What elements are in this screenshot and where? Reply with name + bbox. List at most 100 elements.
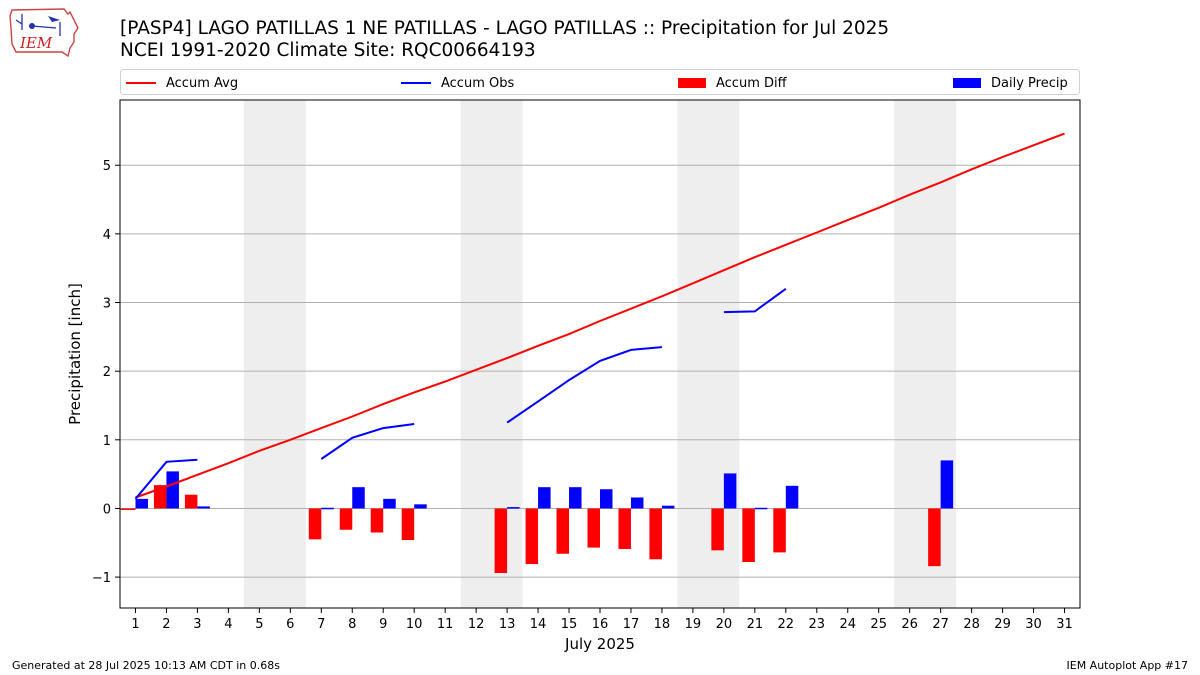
legend-item-accum-obs: Accum Obs [401, 74, 514, 92]
title-line-2: NCEI 1991-2020 Climate Site: RQC00664193 [120, 40, 536, 61]
daily-precip-bar-day-17 [630, 497, 644, 509]
x-tick-label-6: 6 [286, 617, 294, 632]
weekend-shade-3 [677, 100, 740, 608]
legend-label-accum-obs: Accum Obs [441, 75, 515, 91]
x-tick-label-30: 30 [1025, 617, 1042, 632]
daily-precip-bar-day-13 [507, 507, 520, 509]
accum-obs-line-segment-1 [134, 458, 198, 500]
legend-label-accum-avg: Accum Avg [166, 75, 239, 91]
daily-precip-bar-day-27 [940, 460, 954, 509]
daily-precip-bar-day-2 [166, 471, 179, 509]
footer-app: IEM Autoplot App #17 [1066, 659, 1189, 672]
y-tick-label-1: 1 [103, 434, 111, 449]
accum-diff-bar-day-7 [308, 508, 322, 540]
y-tick-label-4: 4 [103, 228, 111, 243]
daily-precip-bar-day-14 [538, 487, 551, 509]
accum-diff-bar-day-17 [618, 508, 631, 549]
daily-precip-bar-day-3 [197, 506, 210, 509]
x-tick-label-29: 29 [994, 617, 1011, 632]
legend-item-accum-avg: Accum Avg [126, 74, 238, 92]
y-tick-label-2: 2 [103, 365, 111, 380]
x-tick-label-13: 13 [499, 617, 516, 632]
x-tick-label-8: 8 [348, 617, 356, 632]
y-tick-label--1: −1 [92, 571, 111, 586]
x-tick-label-16: 16 [592, 617, 609, 632]
x-tick-label-2: 2 [162, 617, 170, 632]
legend-swatch-daily-precip [953, 78, 981, 88]
accum-diff-bar-day-0.5 [120, 508, 136, 510]
x-tick-label-18: 18 [654, 617, 671, 632]
x-tick-label-31: 31 [1056, 617, 1073, 632]
x-tick-label-28: 28 [963, 617, 980, 632]
x-tick-label-5: 5 [255, 617, 263, 632]
x-tick-label-14: 14 [530, 617, 547, 632]
x-tick-label-24: 24 [839, 617, 856, 632]
y-tick-label-3: 3 [103, 297, 111, 312]
weekend-shade-4 [894, 100, 957, 608]
accum-diff-bar-day-10 [401, 508, 415, 541]
accum-diff-bar-day-13 [494, 508, 508, 573]
x-tick-label-19: 19 [685, 617, 702, 632]
x-tick-label-15: 15 [561, 617, 578, 632]
x-tick-label-17: 17 [623, 617, 640, 632]
title-line-1: [PASP4] LAGO PATILLAS 1 NE PATILLAS - LA… [120, 18, 890, 39]
accum-diff-bar-day-27 [928, 508, 941, 567]
daily-precip-bar-day-15 [569, 487, 582, 509]
x-tick-label-10: 10 [406, 617, 423, 632]
y-axis-label: Precipitation [inch] [66, 283, 84, 425]
daily-precip-bar-day-22 [785, 485, 799, 509]
accum-diff-bar-day-2 [153, 485, 167, 509]
x-tick-label-27: 27 [932, 617, 949, 632]
x-tick-label-21: 21 [747, 617, 764, 632]
x-tick-label-4: 4 [224, 617, 232, 632]
legend-label-daily-precip: Daily Precip [991, 75, 1068, 91]
accum-diff-bar-day-9 [370, 508, 384, 533]
footer-generated: Generated at 28 Jul 2025 10:13 AM CDT in… [12, 659, 280, 672]
accum-diff-bar-day-18 [649, 508, 662, 560]
y-tick-label-5: 5 [103, 159, 111, 174]
x-tick-label-11: 11 [437, 617, 454, 632]
accum-obs-line-segment-4 [723, 287, 787, 314]
daily-precip-bar-day-1 [135, 498, 148, 509]
daily-precip-bar-day-21 [754, 507, 768, 510]
legend-label-accum-diff: Accum Diff [716, 75, 787, 91]
accum-diff-bar-day-14 [525, 508, 539, 565]
logo-text: IEM [19, 34, 53, 52]
legend-swatch-accum-avg [126, 82, 156, 84]
daily-precip-bar-day-8 [352, 487, 365, 509]
accum-avg-line [135, 132, 1065, 499]
x-tick-label-9: 9 [379, 617, 387, 632]
daily-precip-bar-day-9 [383, 498, 396, 509]
x-tick-label-23: 23 [809, 617, 826, 632]
legend-swatch-accum-obs [401, 82, 431, 84]
x-axis-label: July 2025 [564, 635, 635, 653]
x-tick-label-20: 20 [716, 617, 733, 632]
daily-precip-bar-day-16 [600, 489, 613, 509]
x-tick-label-1: 1 [131, 617, 139, 632]
iowa-outline-icon [9, 8, 79, 58]
accum-diff-bar-day-22 [773, 508, 786, 553]
x-tick-label-26: 26 [901, 617, 918, 632]
accum-diff-bar-day-16 [587, 508, 600, 548]
daily-precip-bar-day-20 [723, 473, 737, 509]
legend-item-daily-precip: Daily Precip [953, 74, 1068, 92]
x-tick-label-25: 25 [870, 617, 887, 632]
x-tick-label-7: 7 [317, 617, 325, 632]
accum-diff-bar-day-3 [184, 494, 198, 509]
weekend-shade-2 [460, 100, 523, 608]
accum-diff-bar-day-20 [711, 508, 724, 551]
daily-precip-bar-day-18 [661, 505, 675, 509]
x-tick-label-22: 22 [778, 617, 795, 632]
daily-precip-bar-day-7 [321, 507, 334, 510]
chart-title: [PASP4] LAGO PATILLAS 1 NE PATILLAS - LA… [120, 18, 889, 62]
iem-logo: IEM [9, 8, 79, 58]
legend-swatch-accum-diff [678, 78, 706, 88]
y-tick-label-0: 0 [103, 502, 111, 517]
legend: Accum Avg Accum Obs Accum Diff Daily Pre… [120, 69, 1080, 95]
x-tick-label-3: 3 [193, 617, 201, 632]
daily-precip-bar-day-10 [414, 504, 427, 509]
accum-diff-bar-day-8 [339, 508, 353, 530]
x-tick-label-12: 12 [468, 617, 485, 632]
weekend-shade-1 [243, 100, 306, 608]
